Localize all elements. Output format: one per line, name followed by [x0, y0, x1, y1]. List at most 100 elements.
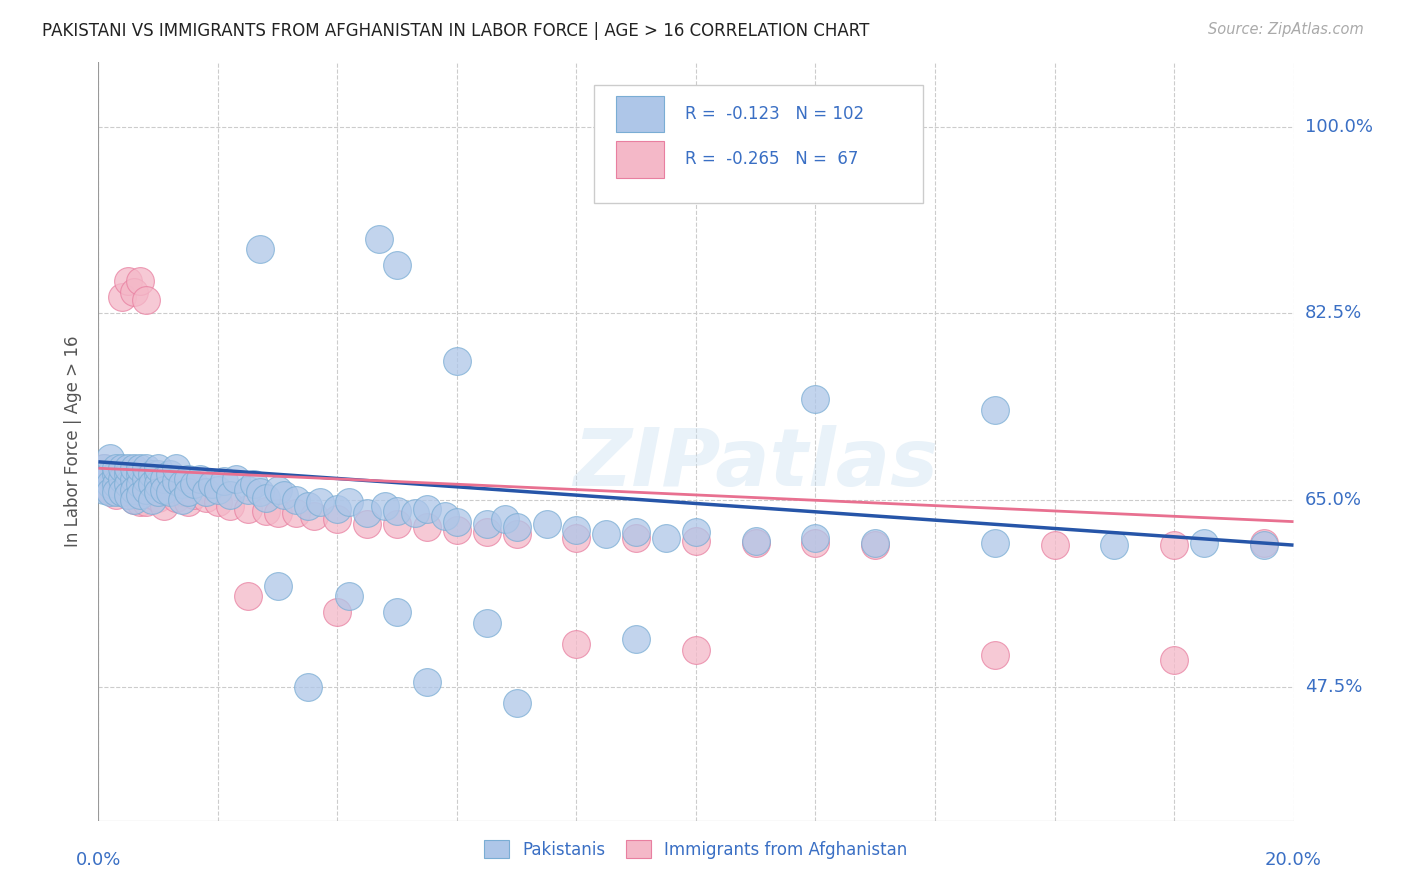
Point: [446, 354, 468, 368]
Point: [385, 504, 409, 518]
Point: [385, 606, 409, 620]
Y-axis label: In Labor Force | Age > 16: In Labor Force | Age > 16: [65, 335, 83, 548]
Point: [177, 484, 200, 499]
Point: [117, 477, 139, 491]
Point: [1163, 538, 1185, 552]
Point: [254, 504, 277, 518]
Point: [984, 536, 1007, 550]
FancyBboxPatch shape: [616, 141, 664, 178]
Point: [302, 509, 325, 524]
Point: [475, 616, 498, 631]
Point: [159, 483, 181, 497]
Point: [129, 472, 152, 486]
Point: [177, 472, 200, 486]
Point: [284, 493, 307, 508]
Point: [655, 531, 678, 545]
Point: [135, 474, 157, 488]
Point: [326, 606, 349, 620]
Point: [225, 472, 247, 486]
Point: [745, 536, 768, 550]
Point: [385, 516, 409, 531]
Point: [98, 483, 122, 497]
Point: [93, 461, 115, 475]
Point: [129, 467, 152, 481]
Point: [249, 243, 271, 257]
Point: [124, 285, 146, 299]
Text: 82.5%: 82.5%: [1305, 304, 1362, 322]
Point: [368, 232, 391, 246]
Point: [141, 477, 163, 491]
Point: [273, 488, 295, 502]
Point: [219, 499, 242, 513]
Point: [172, 477, 194, 491]
Point: [183, 477, 205, 491]
Point: [111, 461, 134, 475]
Point: [129, 274, 152, 288]
Point: [153, 483, 176, 497]
Point: [98, 467, 122, 481]
Point: [506, 527, 529, 541]
Point: [434, 509, 457, 524]
Point: [148, 477, 170, 491]
Point: [297, 499, 319, 513]
Point: [506, 696, 529, 710]
Point: [105, 461, 128, 475]
Point: [129, 461, 152, 475]
Point: [284, 506, 307, 520]
Point: [141, 488, 163, 502]
Point: [93, 483, 115, 497]
Point: [326, 501, 349, 516]
Point: [135, 472, 157, 486]
Point: [141, 477, 163, 491]
Point: [172, 493, 194, 508]
Point: [865, 538, 887, 552]
Point: [117, 484, 139, 499]
Point: [685, 533, 707, 548]
Point: [105, 467, 128, 481]
Point: [124, 483, 146, 497]
Point: [326, 512, 349, 526]
Point: [297, 680, 319, 694]
Point: [111, 290, 134, 304]
Text: 20.0%: 20.0%: [1265, 851, 1322, 869]
Point: [195, 491, 218, 505]
Point: [98, 450, 122, 465]
Point: [1104, 538, 1126, 552]
Point: [804, 536, 827, 550]
Text: R =  -0.123   N = 102: R = -0.123 N = 102: [685, 105, 865, 123]
Point: [111, 472, 134, 486]
Point: [685, 525, 707, 540]
Point: [475, 516, 498, 531]
Point: [124, 493, 146, 508]
Point: [124, 472, 146, 486]
Point: [124, 493, 146, 508]
Point: [165, 491, 187, 505]
Point: [236, 483, 259, 497]
Point: [177, 495, 200, 509]
Point: [339, 590, 361, 604]
Point: [93, 472, 115, 486]
Point: [475, 525, 498, 540]
Point: [117, 274, 139, 288]
Point: [308, 495, 330, 509]
Point: [1192, 536, 1215, 550]
Point: [117, 467, 139, 481]
Point: [124, 461, 146, 475]
Text: 47.5%: 47.5%: [1305, 678, 1362, 696]
Point: [111, 470, 134, 484]
Point: [111, 483, 134, 497]
Point: [148, 467, 170, 481]
Point: [105, 467, 128, 481]
Point: [416, 674, 439, 689]
Point: [356, 506, 378, 520]
Point: [148, 491, 170, 505]
Point: [153, 484, 176, 499]
Text: Source: ZipAtlas.com: Source: ZipAtlas.com: [1208, 22, 1364, 37]
Point: [105, 484, 128, 499]
Point: [404, 506, 426, 520]
Point: [129, 495, 152, 509]
Point: [93, 461, 115, 475]
Point: [416, 520, 439, 534]
Text: PAKISTANI VS IMMIGRANTS FROM AFGHANISTAN IN LABOR FORCE | AGE > 16 CORRELATION C: PAKISTANI VS IMMIGRANTS FROM AFGHANISTAN…: [42, 22, 869, 40]
Point: [249, 484, 271, 499]
